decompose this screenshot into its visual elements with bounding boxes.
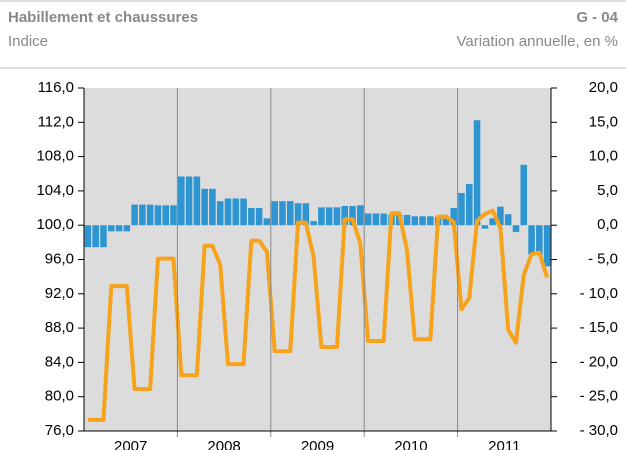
y2-tick-label: - 10,0 — [580, 285, 618, 302]
y2-tick-label: - 5,0 — [588, 250, 618, 267]
y-tick-label: 100,0 — [36, 216, 74, 233]
bar — [84, 225, 92, 248]
y-tick-label: 88,0 — [45, 319, 74, 336]
bar — [209, 188, 216, 226]
bar — [279, 201, 286, 226]
bar — [318, 207, 325, 226]
bar — [466, 184, 473, 226]
y-tick-label: 104,0 — [36, 182, 74, 199]
bar — [170, 205, 177, 226]
bar — [224, 198, 232, 226]
bar — [473, 120, 481, 226]
bar — [201, 188, 208, 226]
bar — [357, 205, 364, 226]
bar — [403, 214, 411, 226]
y2-tick-label: - 20,0 — [580, 353, 618, 370]
bar — [325, 207, 333, 226]
bar — [512, 225, 520, 233]
bar — [497, 206, 504, 226]
bar — [131, 204, 138, 226]
bar — [100, 225, 107, 248]
y-axis-label: Indice — [8, 33, 48, 50]
bar — [263, 218, 271, 226]
bar — [255, 208, 263, 226]
y-tick-label: 80,0 — [45, 388, 74, 405]
y2-axis-label: Variation annuelle, en % — [457, 33, 619, 50]
y-tick-label: 108,0 — [36, 148, 74, 165]
bar — [178, 176, 185, 226]
bar — [419, 216, 426, 226]
y2-tick-label: 20,0 — [589, 79, 618, 96]
bar — [349, 205, 356, 226]
bar — [341, 205, 349, 226]
bar — [216, 201, 224, 226]
y2-tick-label: - 25,0 — [580, 388, 618, 405]
bar — [294, 203, 302, 226]
bar — [302, 203, 310, 226]
bar — [92, 225, 99, 248]
x-tick-label: 2007 — [114, 438, 147, 450]
y-tick-label: 76,0 — [45, 422, 74, 439]
y2-tick-label: 10,0 — [589, 148, 618, 165]
bar — [481, 225, 489, 229]
x-tick-label: 2008 — [207, 438, 240, 450]
bar — [310, 221, 317, 226]
y2-tick-label: 0,0 — [597, 216, 618, 233]
bar — [489, 218, 496, 226]
bar — [123, 225, 131, 232]
bar — [286, 201, 294, 226]
y2-tick-label: 15,0 — [589, 113, 618, 130]
bar — [458, 192, 465, 226]
bar — [543, 225, 551, 267]
bar — [232, 198, 240, 226]
bar — [520, 164, 528, 226]
y2-tick-label: 5,0 — [597, 182, 618, 199]
bar — [193, 176, 201, 226]
y-tick-label: 92,0 — [45, 285, 74, 302]
y-tick-label: 96,0 — [45, 250, 74, 267]
bar — [528, 225, 535, 255]
bar — [450, 208, 457, 226]
bar — [442, 218, 450, 226]
bar — [146, 204, 154, 226]
y-tick-label: 116,0 — [38, 79, 74, 96]
bar — [162, 205, 169, 226]
bar — [115, 225, 123, 232]
x-tick-label: 2011 — [488, 438, 520, 450]
bar — [536, 225, 543, 255]
y-tick-label: 84,0 — [45, 353, 74, 370]
bar — [333, 207, 341, 226]
bar — [364, 213, 372, 226]
chart-title: Habillement et chaussures — [8, 9, 198, 26]
plot-area — [84, 88, 551, 431]
bar — [271, 201, 278, 226]
bar — [504, 214, 512, 226]
y2-tick-label: - 15,0 — [580, 319, 618, 336]
bar — [411, 216, 419, 226]
bar — [185, 176, 193, 226]
bar — [139, 204, 146, 226]
bar — [380, 213, 387, 226]
line — [87, 208, 550, 422]
bar — [240, 198, 247, 226]
x-tick-label: 2010 — [394, 438, 427, 450]
chart-code: G - 04 — [576, 9, 618, 26]
bar — [154, 205, 162, 226]
y-tick-label: 112,0 — [38, 113, 74, 130]
bar — [107, 225, 115, 232]
bar — [427, 216, 434, 226]
bar — [372, 213, 380, 226]
bar — [248, 208, 255, 226]
y2-tick-label: - 30,0 — [580, 422, 618, 439]
x-tick-label: 2009 — [301, 438, 334, 450]
